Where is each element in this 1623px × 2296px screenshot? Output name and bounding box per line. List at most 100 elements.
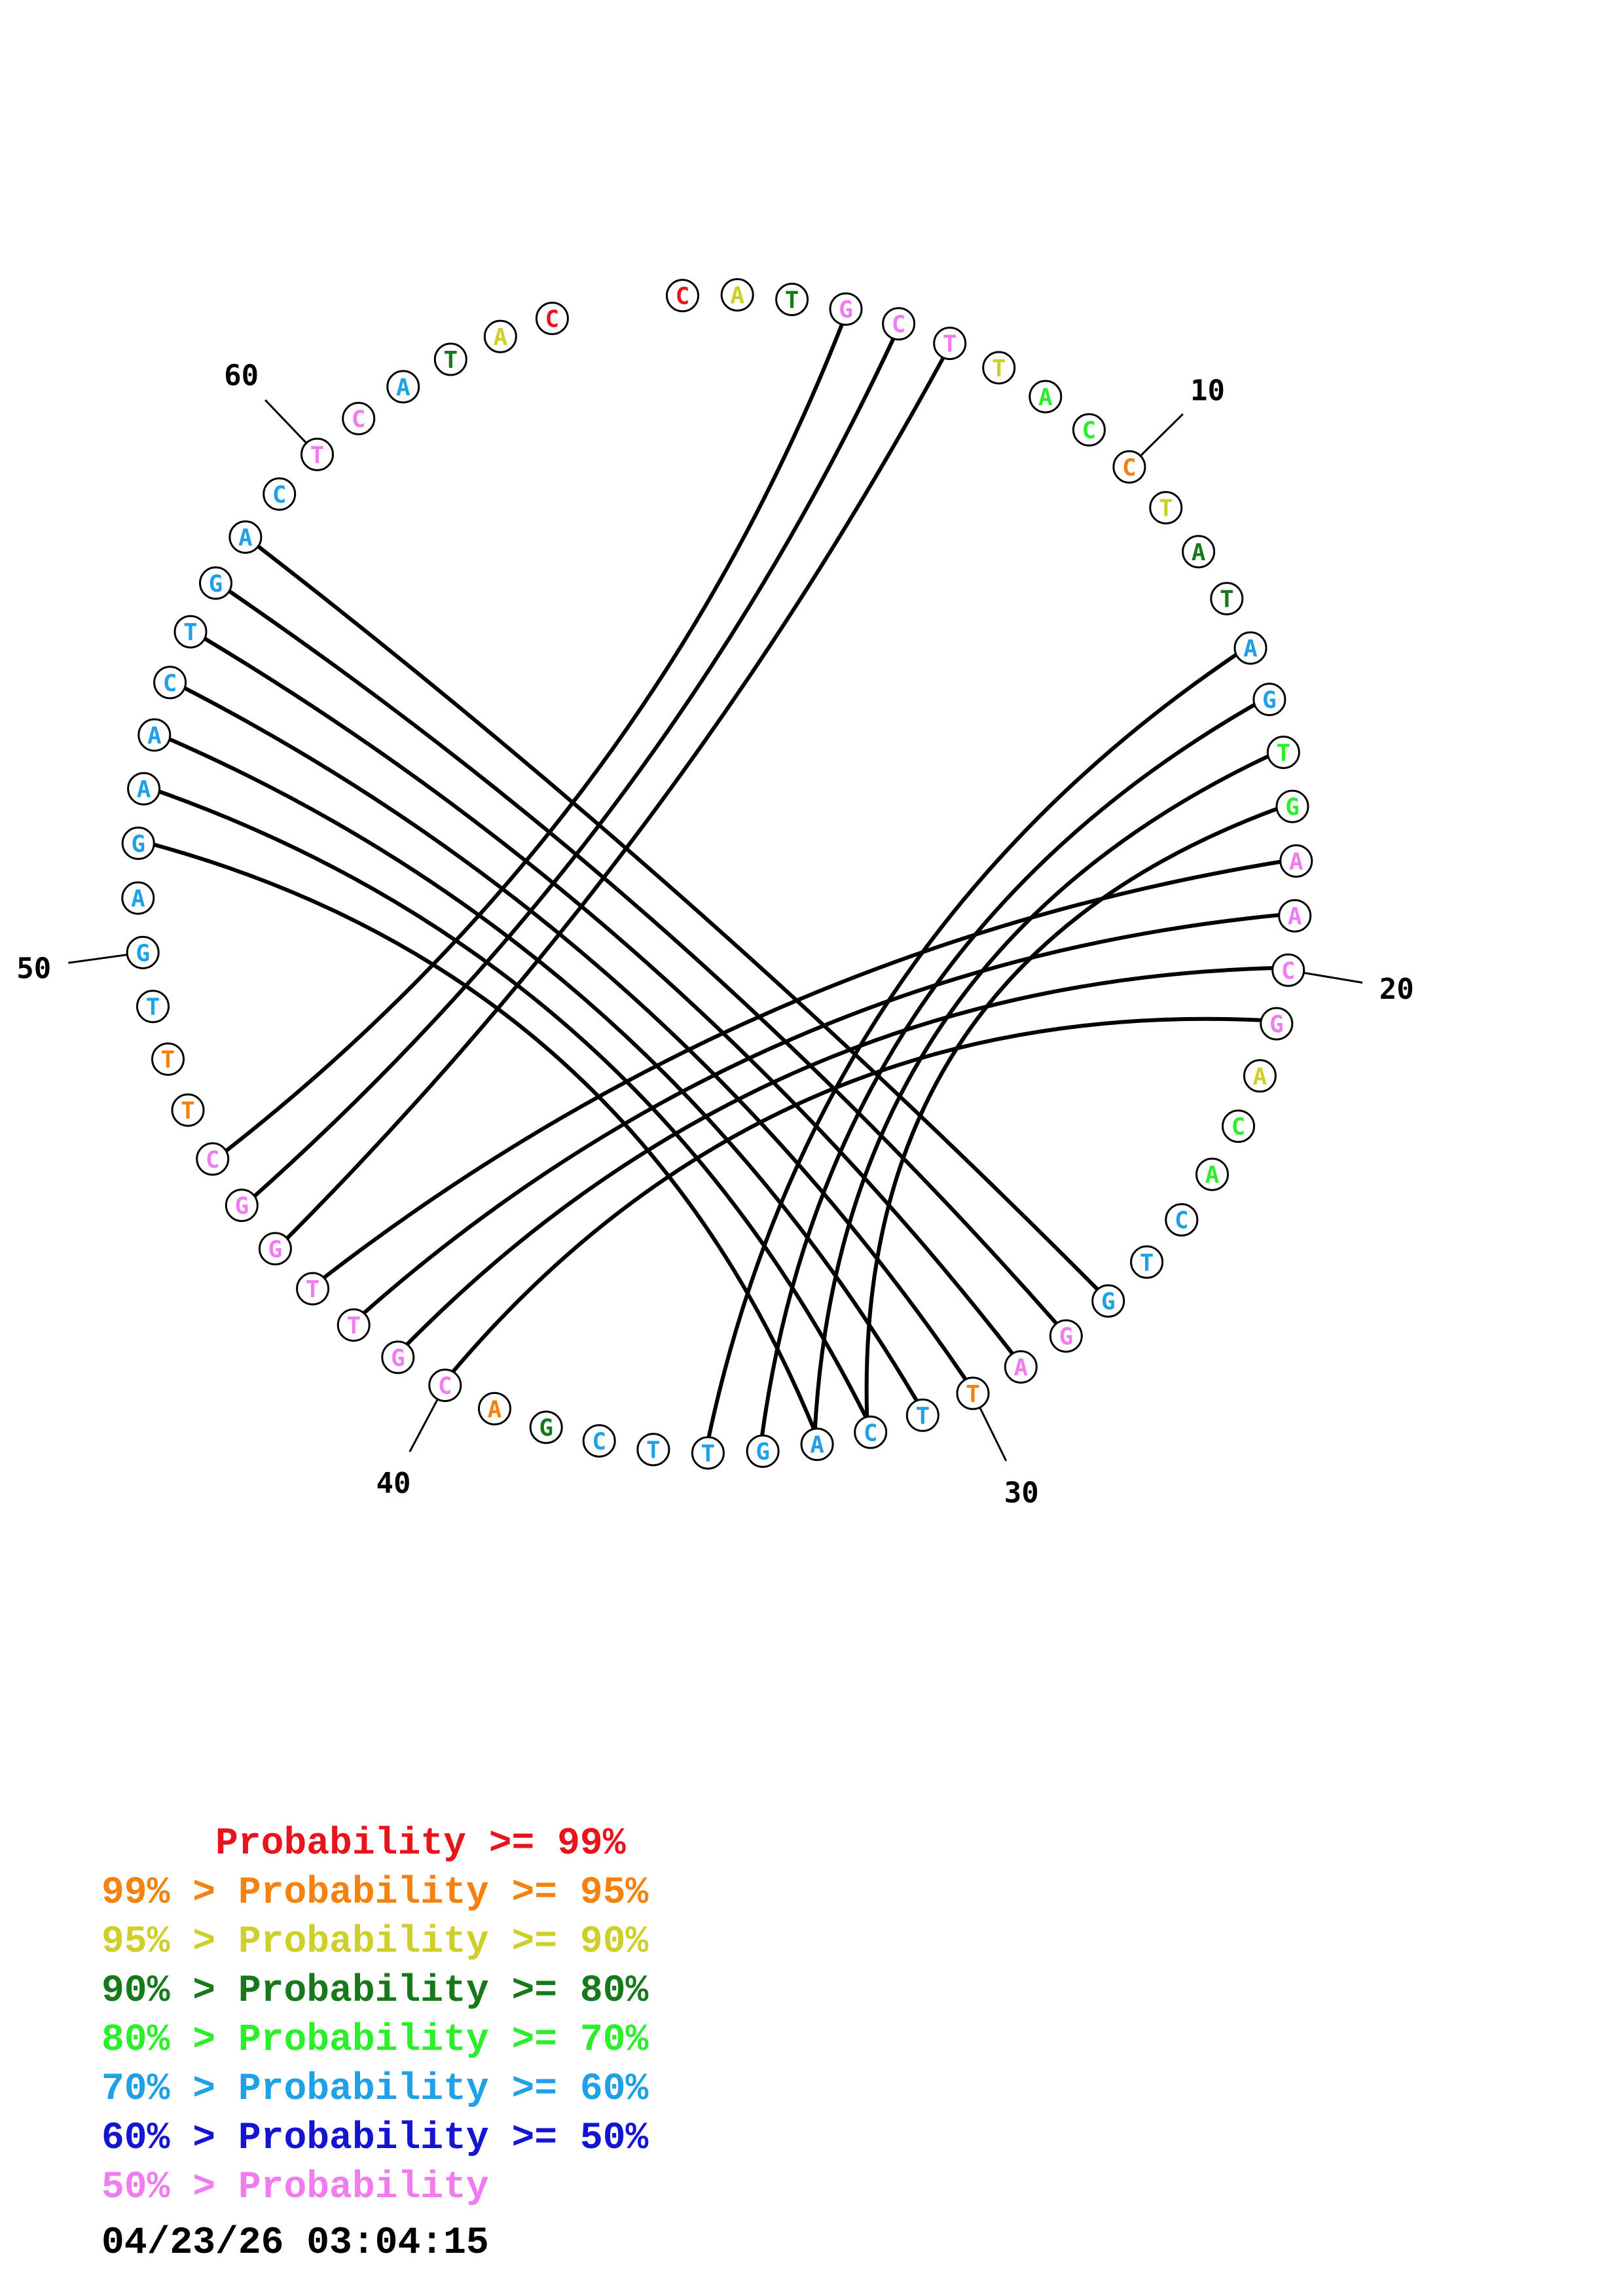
nucleotide-letter: G — [1059, 1323, 1073, 1350]
nucleotide-32: C — [854, 1415, 888, 1449]
nucleotide-circle — [746, 1434, 780, 1468]
legend-row-7: 60% > Probability >= 50% — [101, 2117, 649, 2160]
nucleotide-circle — [196, 1142, 230, 1176]
nucleotide-circle — [258, 1232, 292, 1266]
pair-arc-29-56 — [201, 635, 1016, 1357]
nucleotide-11: T — [1149, 491, 1183, 525]
nucleotide-circle — [956, 1376, 990, 1410]
nucleotide-letter: T — [306, 1276, 320, 1303]
nucleotide-19: A — [1278, 899, 1312, 933]
nucleotide-35: T — [691, 1436, 725, 1470]
nucleotide-letter: C — [352, 406, 366, 433]
nucleotide-18: A — [1279, 844, 1313, 878]
pair-arc-33-52 — [151, 842, 817, 1433]
nucleotide-circle — [529, 1410, 563, 1444]
nucleotide-2: A — [720, 278, 754, 312]
nucleotide-circle — [337, 1308, 371, 1342]
nucleotide-circle — [386, 370, 420, 404]
nucleotide-letter: A — [1205, 1162, 1220, 1189]
nucleotide-circle — [666, 279, 699, 313]
probability-legend: Probability >= 99% 99% > Probability >= … — [101, 1820, 648, 2212]
nucleotide-letter: A — [493, 324, 507, 351]
nucleotide-letter: C — [163, 670, 177, 697]
nucleotide-circle — [433, 342, 467, 376]
nucleotide-circle — [775, 283, 809, 316]
nucleotide-22: A — [1243, 1059, 1277, 1093]
nucleotide-circle — [1222, 1109, 1255, 1143]
nucleotide-letter: T — [1276, 740, 1290, 767]
nucleotide-56: T — [173, 615, 208, 649]
nucleotide-14: A — [1233, 631, 1267, 665]
position-tick-50 — [68, 954, 128, 964]
nucleotide-circle — [225, 1189, 259, 1223]
nucleotide-60: T — [301, 437, 334, 471]
nucleotide-letter: A — [131, 886, 145, 912]
nucleotide-letter: G — [131, 831, 145, 857]
position-label-60: 60 — [224, 359, 259, 393]
nucleotide-letter: T — [181, 1098, 195, 1124]
nucleotide-25: C — [1165, 1203, 1199, 1237]
nucleotide-23: C — [1222, 1109, 1255, 1143]
nucleotide-letter: G — [839, 296, 853, 323]
nucleotide-circle — [535, 302, 569, 335]
nucleotide-39: A — [478, 1391, 511, 1426]
nucleotide-48: T — [151, 1042, 185, 1076]
nucleotide-letter: T — [1140, 1249, 1154, 1276]
nucleotide-letter: G — [1285, 794, 1300, 821]
nucleotide-circle — [829, 292, 863, 326]
position-label-40: 40 — [376, 1467, 411, 1500]
nucleotide-31: T — [905, 1398, 939, 1432]
nucleotide-40: C — [428, 1369, 462, 1403]
nucleotide-47: T — [171, 1093, 205, 1127]
nucleotide-3: T — [775, 283, 809, 316]
nucleotide-letter: A — [1289, 849, 1304, 876]
nucleotide-circle — [1004, 1350, 1038, 1384]
nucleotide-circle — [296, 1272, 330, 1306]
nucleotide-37: C — [582, 1424, 616, 1458]
nucleotide-53: A — [127, 772, 161, 806]
nucleotide-ring: C A T GCTTACCTATAGTGAACGACACTGGATTCAGTTCGAC… — [121, 278, 1313, 1470]
nucleotide-letter: G — [539, 1415, 553, 1442]
nucleotide-circle — [121, 826, 155, 860]
nucleotide-36: T — [636, 1433, 670, 1467]
position-tick-40 — [409, 1398, 439, 1452]
nucleotide-letter: C — [592, 1429, 606, 1456]
nucleotide-24: A — [1195, 1157, 1229, 1191]
nucleotide-letter: A — [1192, 539, 1206, 566]
nucleotide-43: T — [296, 1272, 330, 1306]
position-tick-10 — [1139, 413, 1184, 457]
position-labels: 10 20 30 40 50 60 — [16, 359, 1413, 1510]
nucleotide-letter: C — [1082, 418, 1097, 444]
position-label-30: 30 — [1004, 1477, 1039, 1510]
nucleotide-circle — [428, 1369, 462, 1403]
nucleotide-circle — [1072, 413, 1106, 447]
nucleotide-letter: A — [137, 776, 151, 803]
nucleotide-letter: T — [966, 1381, 980, 1408]
nucleotide-1: C — [666, 279, 699, 313]
nucleotide-64: A — [483, 319, 517, 353]
pair-arc-21-40 — [449, 1016, 1264, 1375]
nucleotide-circle — [121, 881, 155, 915]
nucleotide-46: C — [196, 1142, 230, 1176]
nucleotide-circle — [228, 520, 263, 554]
nucleotide-circle — [905, 1398, 939, 1432]
nucleotide-letter: A — [1013, 1355, 1028, 1382]
nucleotide-circle — [1130, 1245, 1164, 1279]
nucleotide-letter: T — [992, 355, 1006, 382]
nucleotide-circle — [153, 666, 187, 700]
nucleotide-letter: G — [1269, 1011, 1284, 1038]
nucleotide-21: G — [1260, 1007, 1294, 1041]
nucleotide-circle — [1091, 1284, 1125, 1318]
pair-arc-30-55 — [181, 685, 969, 1383]
timestamp: 04/23/26 03:04:15 — [101, 2222, 489, 2265]
nucleotide-letter: C — [1175, 1208, 1189, 1234]
nucleotide-44: G — [258, 1232, 292, 1266]
nucleotide-circle — [1266, 736, 1300, 769]
nucleotide-12: A — [1182, 535, 1216, 569]
pair-arc-15-34 — [759, 701, 1258, 1439]
nucleotide-27: G — [1091, 1284, 1125, 1318]
nucleotide-circle — [136, 990, 170, 1024]
nucleotide-circle — [151, 1042, 185, 1076]
nucleotide-letter: C — [676, 283, 690, 310]
